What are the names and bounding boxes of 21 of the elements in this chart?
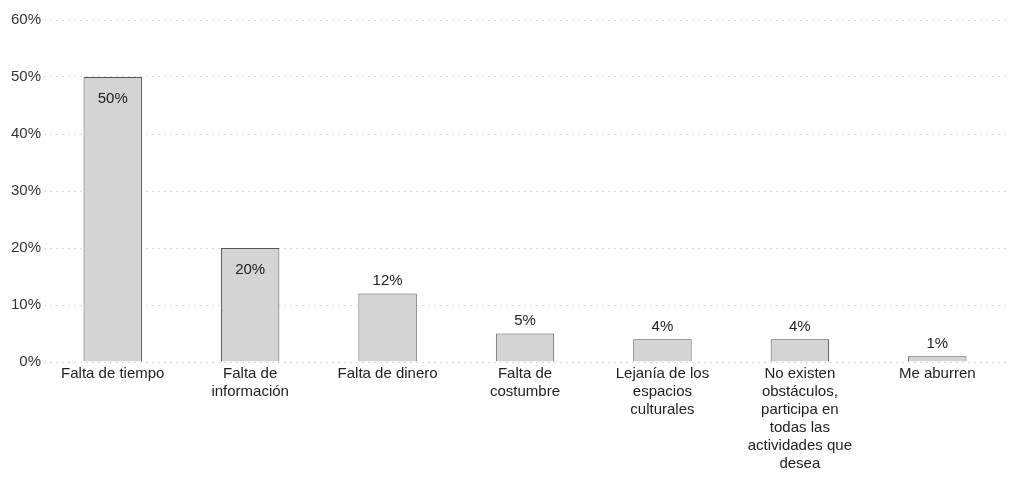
- x-tick-label: Falta de información: [211, 364, 289, 400]
- y-tick-label: 40%: [10, 124, 42, 142]
- data-label: 4%: [789, 316, 811, 334]
- y-tick-label: 10%: [10, 295, 42, 313]
- y-tick-label: 20%: [10, 238, 42, 256]
- x-tick-label: Falta de tiempo: [61, 364, 165, 382]
- data-label: 12%: [372, 271, 403, 289]
- x-tick-label: No existen obstáculos, participa en todas las actividades que desea: [747, 364, 852, 472]
- data-label: 20%: [235, 259, 266, 277]
- y-tick-label: 0%: [19, 352, 42, 370]
- y-tick-label: 60%: [10, 10, 42, 28]
- x-tick-label: Falta de costumbre: [490, 364, 561, 400]
- y-tick-label: 50%: [10, 67, 42, 85]
- x-tick-label: Me aburren: [898, 364, 976, 382]
- data-label: 4%: [651, 316, 674, 334]
- data-label: 5%: [514, 311, 536, 329]
- y-tick-label: 30%: [10, 181, 42, 199]
- x-tick-label: Lejanía de los espacios culturales: [615, 364, 710, 418]
- data-label: 1%: [926, 333, 949, 351]
- data-label: 50%: [97, 88, 128, 106]
- x-tick-label: Falta de dinero: [337, 364, 438, 382]
